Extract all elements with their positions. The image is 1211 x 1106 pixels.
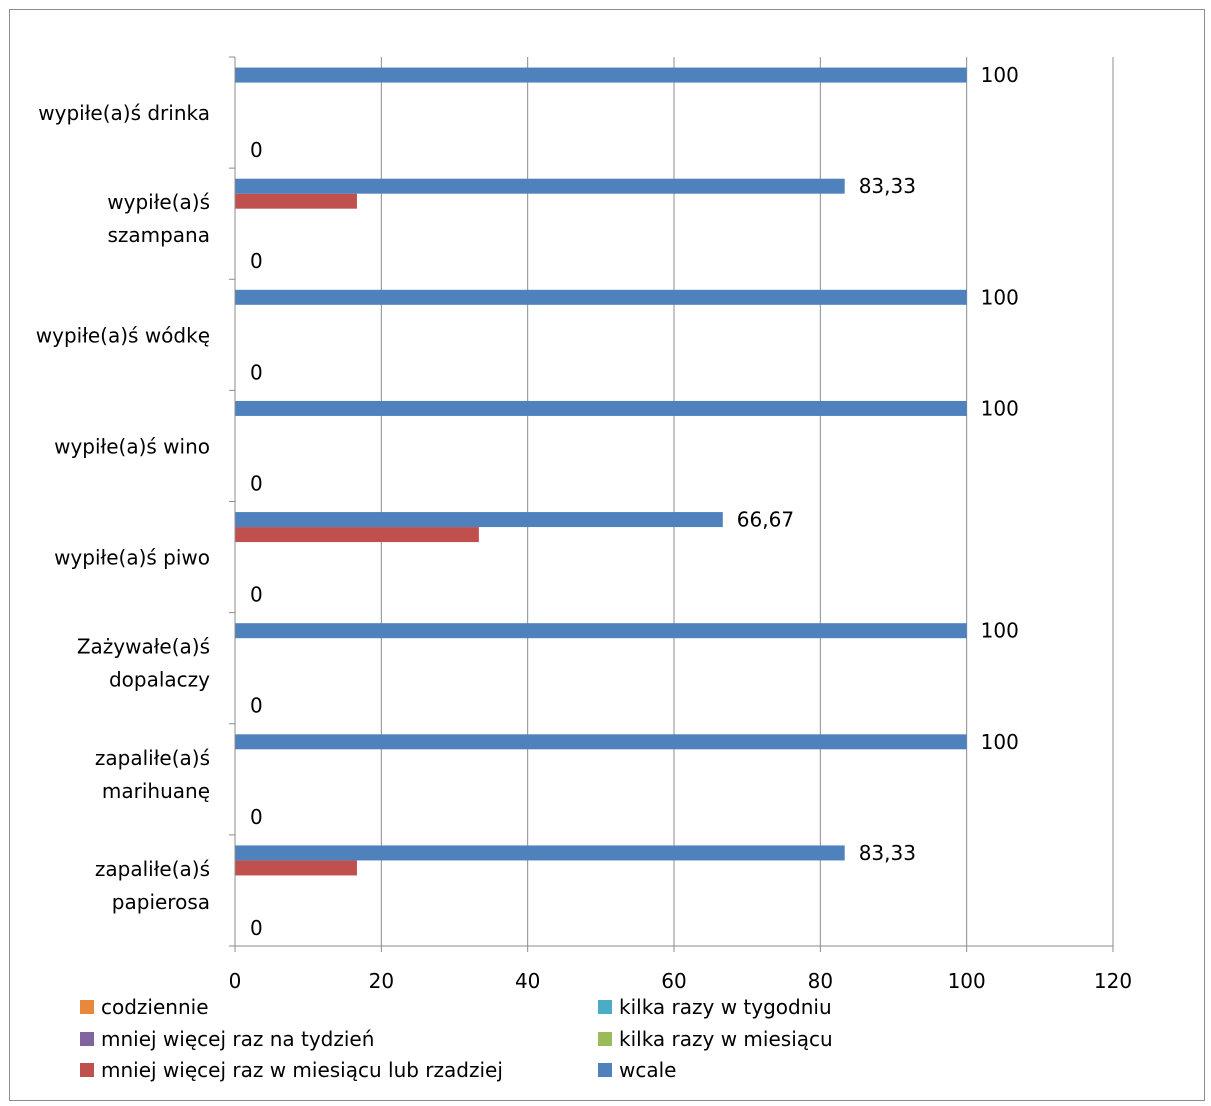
data-label: 0 <box>250 805 263 829</box>
bar-mniej-więcej-raz-w-miesiącu-lub-rzadziej-6 <box>235 193 357 209</box>
bar-mniej-więcej-raz-w-miesiącu-lub-rzadziej-0 <box>235 860 357 876</box>
data-label: 0 <box>250 471 263 495</box>
x-tick-label: 120 <box>1094 969 1132 993</box>
data-label: 0 <box>250 583 263 607</box>
data-label: 0 <box>250 694 263 718</box>
bar-wcale-0 <box>235 845 845 861</box>
bar-wcale-4 <box>235 400 967 416</box>
legend: codziennie kilka razy w tygodniu mniej wię… <box>80 995 833 1082</box>
x-tick-label: 60 <box>661 969 686 993</box>
legend-label: mniej więcej raz w miesiącu lub rzadziej <box>101 1058 503 1082</box>
data-label: 0 <box>250 138 263 162</box>
data-label: 100 <box>981 730 1019 754</box>
legend-label: kilka razy w miesiącu <box>619 1027 833 1051</box>
category-label: wypiłe(a)ś wódkę <box>36 323 210 347</box>
axes <box>229 56 1114 952</box>
x-tick-label: 0 <box>229 969 242 993</box>
data-label: 100 <box>981 396 1019 420</box>
data-label: 0 <box>250 916 263 940</box>
gridlines <box>380 57 1114 946</box>
legend-swatch <box>598 1063 612 1077</box>
legend-swatch <box>80 1063 94 1077</box>
x-tick-label: 100 <box>948 969 986 993</box>
legend-swatch <box>80 1000 94 1014</box>
category-label: wypiłe(a)ś piwo <box>54 546 210 570</box>
data-label: 0 <box>250 249 263 273</box>
bar-wcale-1 <box>235 734 967 750</box>
legend-label: wcale <box>619 1058 676 1082</box>
bar-wcale-6 <box>235 178 845 194</box>
legend-swatch <box>80 1032 94 1046</box>
data-label: 100 <box>981 619 1019 643</box>
legend-swatch <box>598 1000 612 1014</box>
category-label: zapaliłe(a)ś papierosa <box>95 857 210 914</box>
legend-label: codziennie <box>101 995 209 1019</box>
legend-label: kilka razy w tygodniu <box>619 995 832 1019</box>
x-tick-label: 40 <box>515 969 540 993</box>
category-label: wypiłe(a)ś wino <box>54 434 210 458</box>
category-label: wypiłe(a)ś szampana <box>107 190 210 247</box>
data-label: 0 <box>250 360 263 384</box>
x-tick-label: 20 <box>369 969 394 993</box>
category-label: Zażywałe(a)ś dopalaczy <box>77 635 210 692</box>
data-label: 66,67 <box>737 508 794 532</box>
bar-wcale-5 <box>235 289 967 305</box>
bar-wcale-7 <box>235 67 967 83</box>
bar-mniej-więcej-raz-w-miesiącu-lub-rzadziej-3 <box>235 527 479 543</box>
data-label: 100 <box>981 285 1019 309</box>
category-label: wypiłe(a)ś drinka <box>38 101 210 125</box>
data-label: 100 <box>981 63 1019 87</box>
x-tick-label: 80 <box>808 969 833 993</box>
bar-wcale-2 <box>235 623 967 639</box>
category-label: zapaliłe(a)ś marihuanę <box>95 746 210 803</box>
legend-label: mniej więcej raz na tydzień <box>101 1027 374 1051</box>
bars <box>235 67 967 876</box>
labels: 0 20 40 60 80 100 120 zapaliłe(a)ś papierosa zapa… <box>36 63 1132 993</box>
data-label: 83,33 <box>859 174 916 198</box>
legend-swatch <box>598 1032 612 1046</box>
bar-wcale-3 <box>235 512 723 528</box>
data-label: 83,33 <box>859 841 916 865</box>
